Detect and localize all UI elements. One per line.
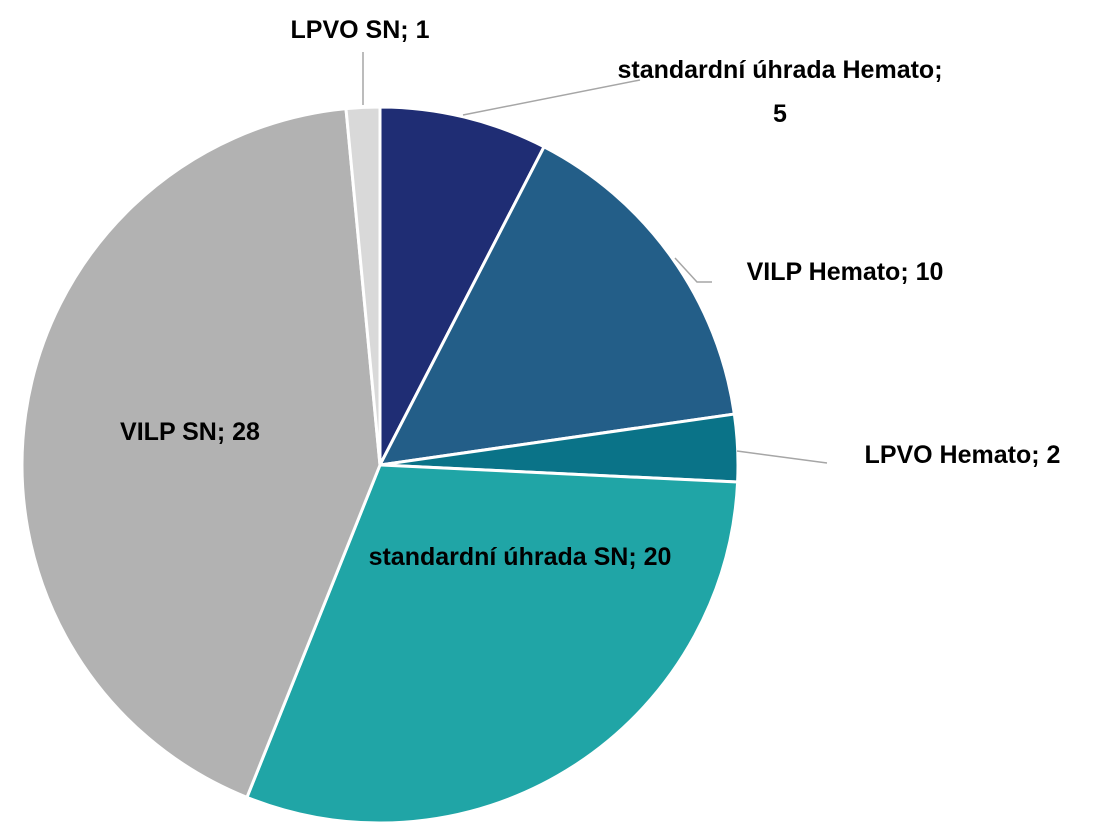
label-category: LPVO Hemato [864, 441, 1032, 469]
label-value: 2 [1046, 441, 1061, 469]
data-label: LPVO Hemato; 2 [864, 441, 1061, 469]
label-value: 28 [232, 418, 260, 446]
data-label-box: LPVO Hemato; 2 [864, 441, 1061, 469]
data-label-box: standardní úhrada SN; 20 [368, 543, 672, 571]
data-label: LPVO SN; 1 [290, 16, 430, 44]
data-label-box: LPVO SN; 1 [290, 16, 430, 44]
label-category: standardní úhrada SN [368, 543, 629, 571]
label-category: standardní úhrada Hemato [617, 56, 935, 84]
pie-slice [244, 463, 740, 822]
leader-line [736, 450, 828, 464]
label-value: 1 [415, 16, 430, 44]
label-value: 10 [915, 258, 944, 286]
data-label: standardní úhrada Hemato; 5 [617, 56, 943, 128]
data-label-box: standardní úhrada Hemato; 5 [617, 56, 943, 128]
data-label: standardní úhrada SN; 20 [368, 543, 672, 571]
data-label: VILP Hemato; 10 [746, 258, 944, 286]
label-category: VILP Hemato [746, 258, 901, 286]
label-category: LPVO SN [290, 16, 401, 44]
pie-slice [344, 105, 382, 466]
data-label-box: VILP Hemato; 10 [746, 258, 944, 286]
leader-line [462, 79, 641, 116]
pie-slice [20, 106, 382, 800]
data-label: VILP SN; 28 [120, 418, 260, 446]
pie-slice [377, 144, 737, 467]
pie-slice [378, 105, 547, 466]
label-value: 5 [773, 100, 787, 128]
leader-line [674, 257, 712, 283]
label-category: VILP SN [120, 418, 217, 446]
label-value: 20 [643, 543, 672, 571]
data-label-box: VILP SN; 28 [120, 418, 260, 446]
